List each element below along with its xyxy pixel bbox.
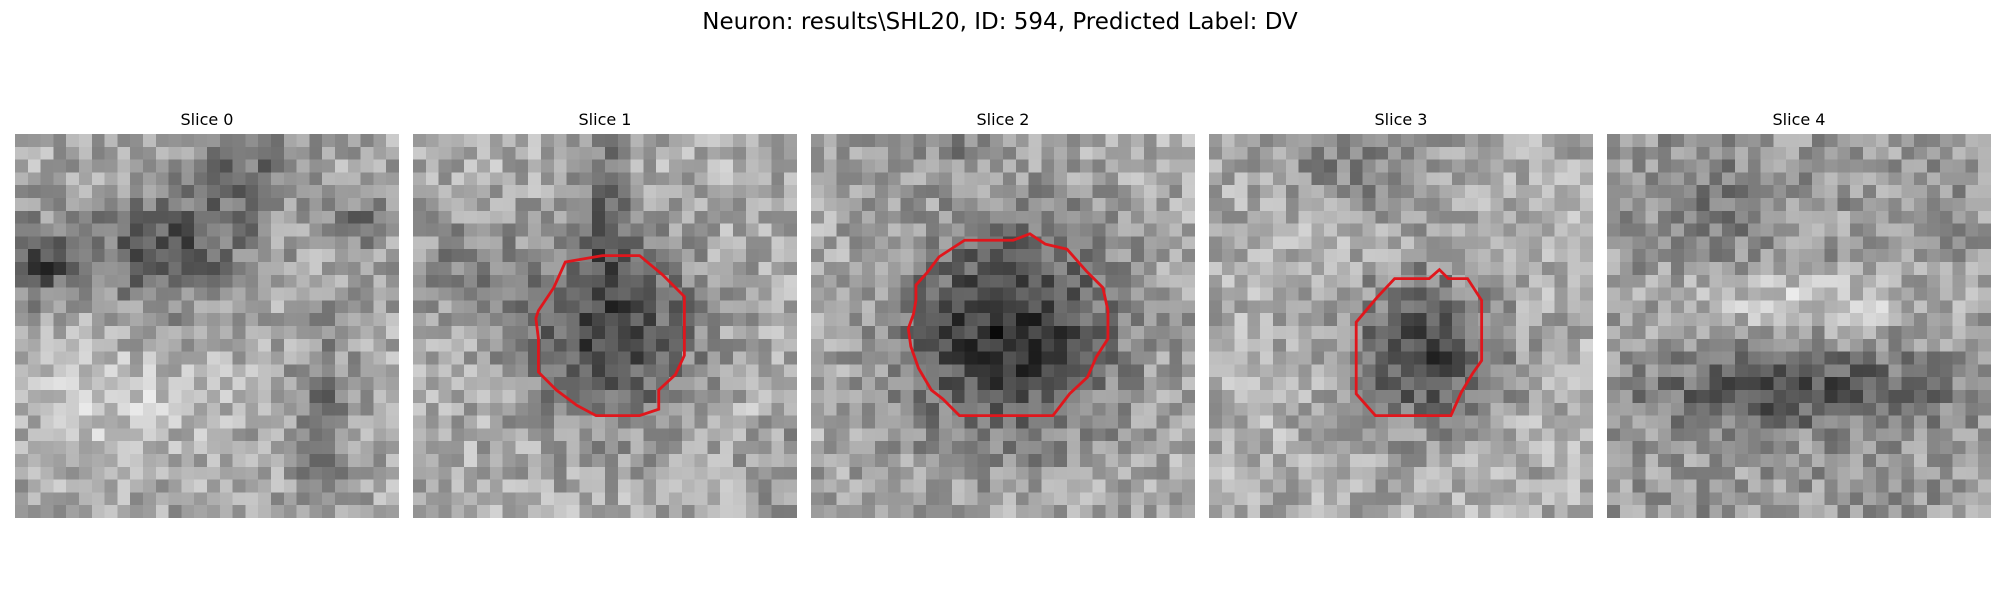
slice-title-2: Slice 2 bbox=[976, 110, 1030, 129]
roi-contour-4 bbox=[1607, 134, 1991, 518]
roi-contour-2 bbox=[906, 232, 1110, 418]
slice-image-2 bbox=[811, 134, 1195, 518]
slice-title-1: Slice 1 bbox=[578, 110, 632, 129]
slice-image-1 bbox=[413, 134, 797, 518]
slice-image-0 bbox=[15, 134, 399, 518]
slice-title-0: Slice 0 bbox=[180, 110, 234, 129]
roi-outline bbox=[1354, 267, 1484, 418]
roi-outline bbox=[534, 254, 686, 418]
slice-title-4: Slice 4 bbox=[1772, 110, 1826, 129]
roi-contour-0 bbox=[15, 134, 399, 518]
slice-image-3 bbox=[1209, 134, 1593, 518]
roi-contour-1 bbox=[534, 254, 686, 418]
roi-outline bbox=[906, 232, 1110, 418]
slice-title-3: Slice 3 bbox=[1374, 110, 1428, 129]
roi-contour-3 bbox=[1354, 267, 1484, 418]
figure-title: Neuron: results\SHL20, ID: 594, Predicte… bbox=[702, 9, 1298, 35]
slice-image-4 bbox=[1607, 134, 1991, 518]
